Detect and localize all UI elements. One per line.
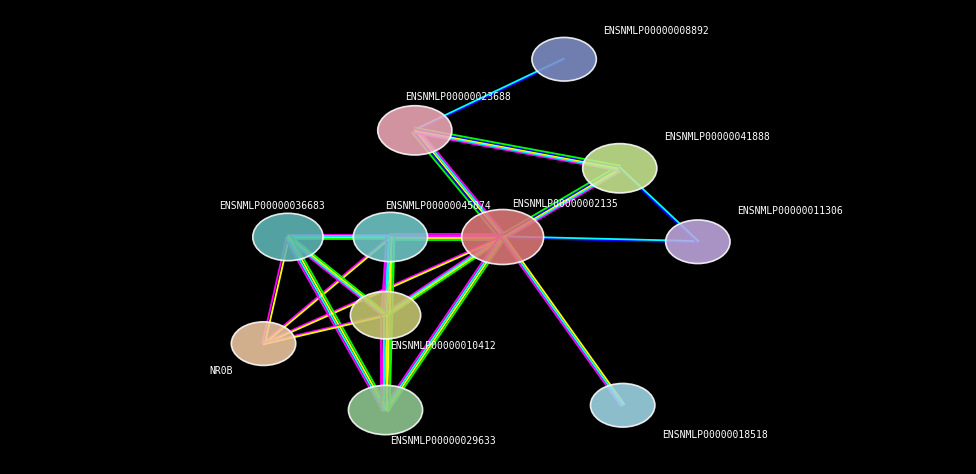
Text: ENSNMLP00000041888: ENSNMLP00000041888 xyxy=(664,132,769,143)
Text: ENSNMLP00000029633: ENSNMLP00000029633 xyxy=(390,436,496,446)
Text: ENSNMLP00000036683: ENSNMLP00000036683 xyxy=(220,201,325,211)
Ellipse shape xyxy=(532,37,596,81)
Ellipse shape xyxy=(462,210,544,264)
Text: NR0B: NR0B xyxy=(210,366,233,376)
Ellipse shape xyxy=(231,322,296,365)
Text: ENSNMLP00000008892: ENSNMLP00000008892 xyxy=(603,26,709,36)
Text: ENSNMLP00000045074: ENSNMLP00000045074 xyxy=(386,201,491,211)
Ellipse shape xyxy=(348,385,423,435)
Ellipse shape xyxy=(590,383,655,427)
Text: ENSNMLP00000023688: ENSNMLP00000023688 xyxy=(405,92,510,102)
Text: ENSNMLP00000018518: ENSNMLP00000018518 xyxy=(662,429,767,440)
Ellipse shape xyxy=(378,106,452,155)
Ellipse shape xyxy=(350,292,421,339)
Text: ENSNMLP00000011306: ENSNMLP00000011306 xyxy=(737,206,842,216)
Ellipse shape xyxy=(583,144,657,193)
Ellipse shape xyxy=(353,212,427,262)
Text: ENSNMLP00000010412: ENSNMLP00000010412 xyxy=(390,341,496,351)
Ellipse shape xyxy=(666,220,730,264)
Ellipse shape xyxy=(253,213,323,261)
Text: ENSNMLP00000002135: ENSNMLP00000002135 xyxy=(512,199,618,209)
